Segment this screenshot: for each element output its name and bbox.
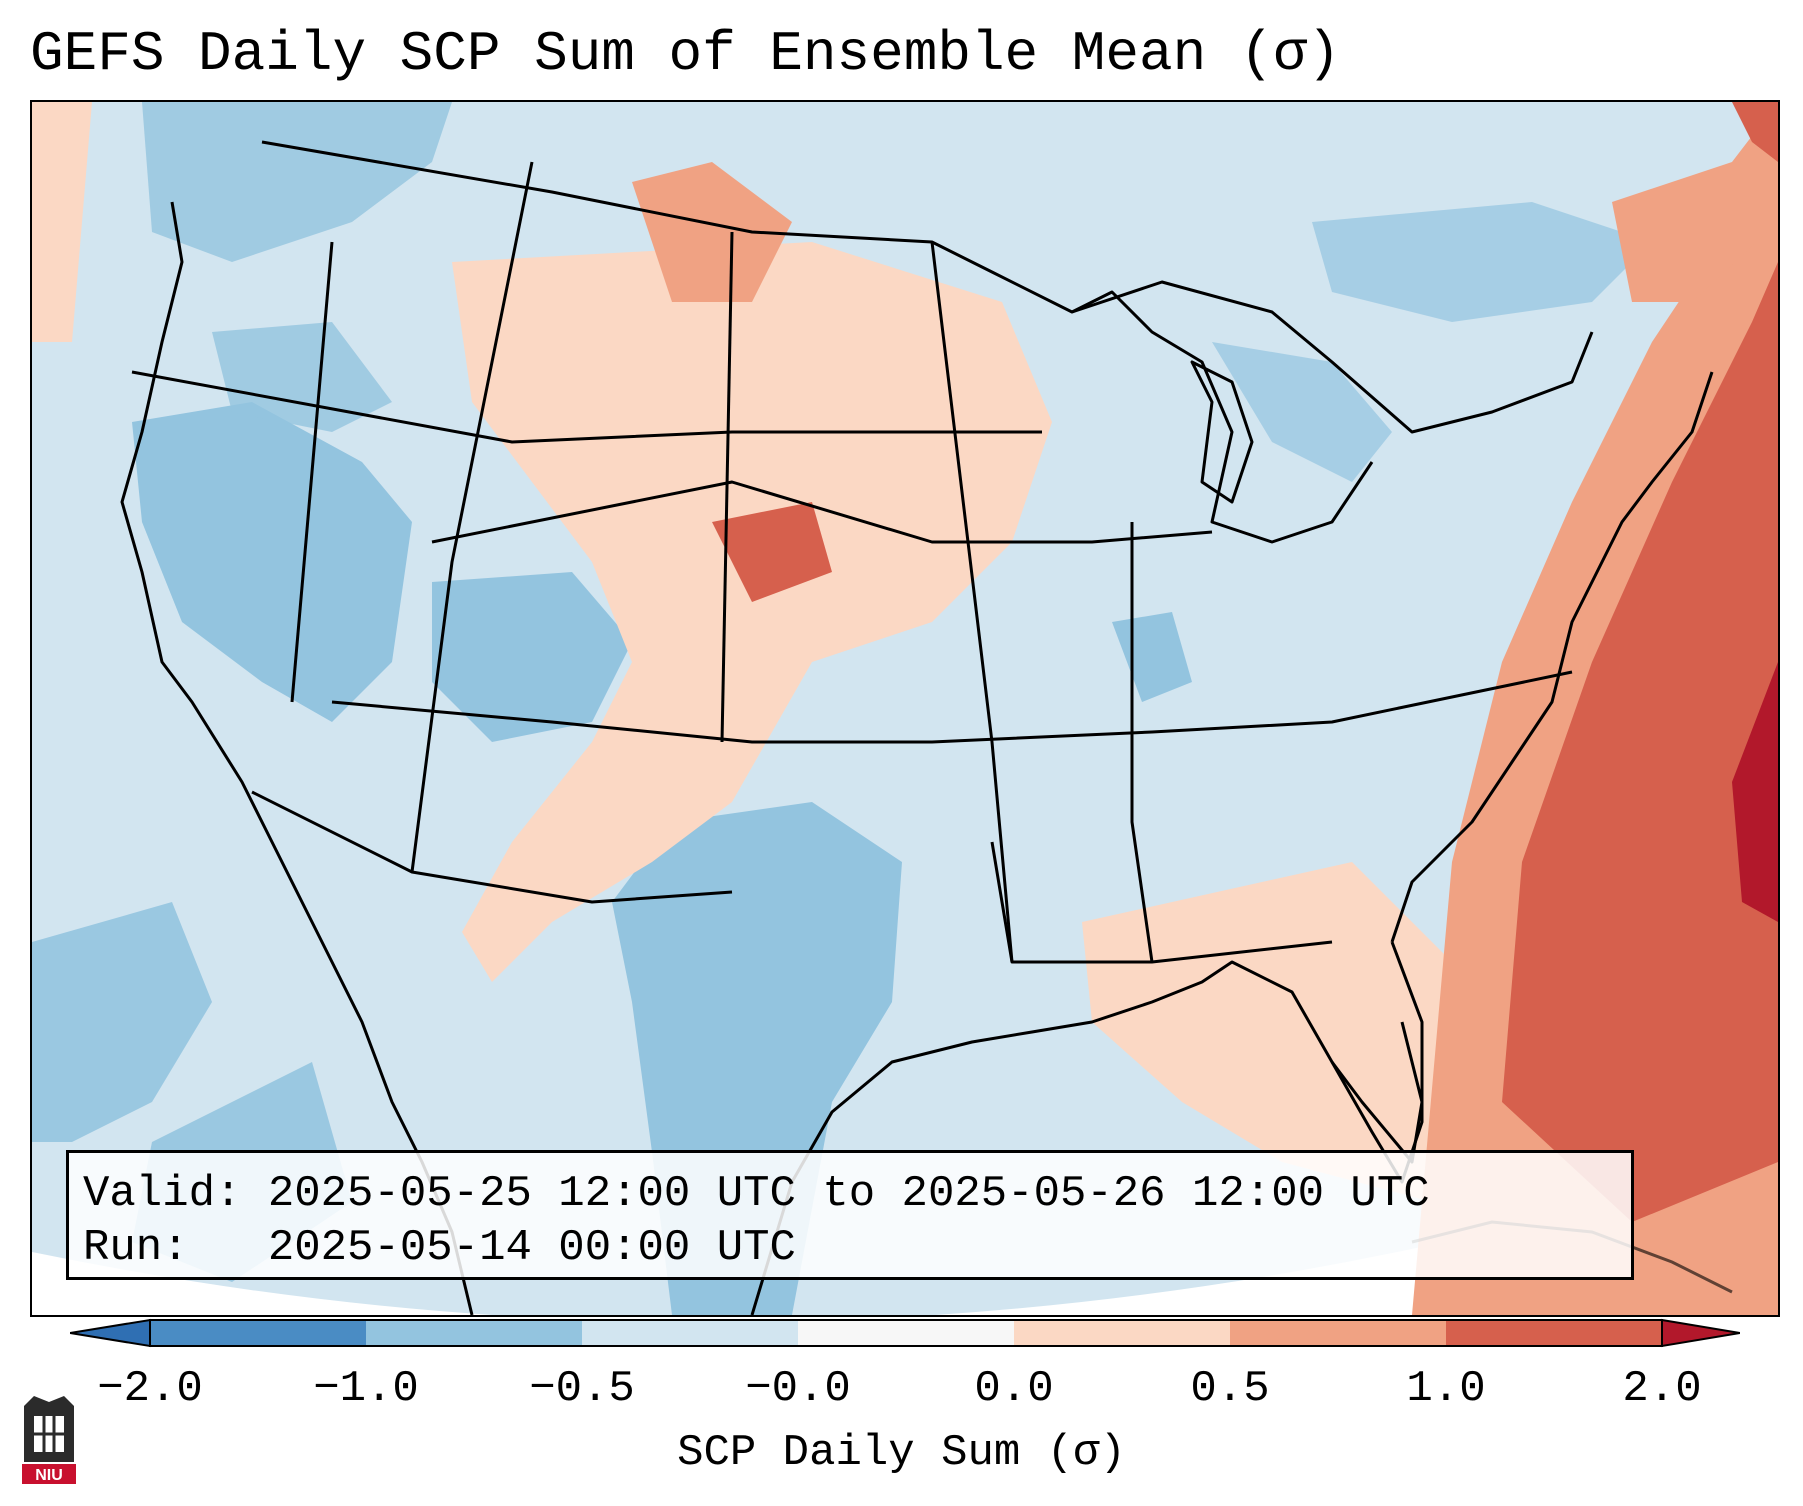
geographic-boundaries: [120, 140, 1714, 1315]
map-canvas[interactable]: [32, 102, 1778, 1315]
state-line-v4: [930, 241, 1014, 963]
atlantic-coastline: [1390, 371, 1714, 943]
pacific-sw-blue: [32, 902, 212, 1142]
colorbar-extend-min: [70, 1318, 151, 1348]
state-line-v3: [720, 231, 734, 743]
canada-border: [261, 140, 1594, 434]
valid-run-info-box: Valid: 2025-05-25 12:00 UTC to 2025-05-2…: [66, 1150, 1634, 1280]
colorbar-tick-label: −0.5: [529, 1364, 635, 1414]
new-england-salmon: [1612, 102, 1778, 302]
state-line-3: [331, 670, 1573, 744]
map-panel[interactable]: [30, 100, 1780, 1317]
colorbar-bin-7: [1446, 1320, 1662, 1346]
run-label: Run:: [83, 1223, 189, 1273]
colorbar-bin-2: [366, 1320, 582, 1346]
colorbar-tick-label: 2.0: [1622, 1364, 1702, 1414]
montana-salmon: [632, 162, 792, 302]
lake-michigan: [1190, 360, 1254, 504]
colorado-plateau-blue: [432, 572, 632, 742]
great-basin-blue: [132, 402, 412, 722]
quebec-blue: [1312, 202, 1652, 322]
state-line-v1: [290, 241, 334, 703]
colorbar-tick-label: −0.0: [745, 1364, 851, 1414]
valid-label: Valid:: [83, 1169, 242, 1219]
state-line-5: [990, 841, 1333, 964]
pacific-coastline: [120, 201, 474, 1315]
run-value: 2025-05-14 00:00 UTC: [267, 1223, 796, 1273]
colorbar-tick-label: 0.0: [974, 1364, 1054, 1414]
map-title: GEFS Daily SCP Sum of Ensemble Mean (σ): [30, 22, 1341, 86]
pacific-nw-blue: [142, 102, 452, 262]
colorbar-tick-label: 0.5: [1190, 1364, 1270, 1414]
colorbar-bin-3: [582, 1320, 798, 1346]
northern-plains-light: [452, 242, 1052, 982]
great-lakes: [1071, 290, 1374, 544]
state-line-1: [131, 370, 1042, 444]
state-line-v5: [1130, 522, 1154, 963]
colorbar-label: SCP Daily Sum (σ): [677, 1428, 1126, 1478]
colorbar-tick-label: 1.0: [1406, 1364, 1486, 1414]
ontario-blue: [1212, 342, 1392, 482]
colorbar-outline: [149, 1319, 1663, 1347]
colorbar-tick-label: −1.0: [313, 1364, 419, 1414]
colorbar: [70, 1318, 1740, 1348]
oregon-blue: [212, 322, 392, 432]
niu-logo: NIU: [22, 1396, 76, 1484]
nebraska-hotspot: [712, 502, 832, 602]
colorbar-extend-max: [1661, 1318, 1740, 1348]
colorbar-tick-label: −2.0: [97, 1364, 203, 1414]
atlantic-red: [1502, 262, 1778, 1222]
niu-logo-text: NIU: [35, 1467, 63, 1484]
valid-value: 2025-05-25 12:00 UTC to 2025-05-26 12:00…: [267, 1169, 1430, 1219]
west-corner-light: [32, 102, 92, 342]
state-line-v2: [410, 161, 534, 873]
colorbar-bin-1: [150, 1320, 366, 1346]
atlantic-darkred: [1732, 662, 1778, 922]
northeast-corner-red: [1732, 102, 1778, 162]
colorbar-bin-5: [1014, 1320, 1230, 1346]
state-line-4: [251, 790, 733, 904]
colorbar-bin-4: [798, 1320, 1014, 1346]
colorbar-bin-6: [1230, 1320, 1446, 1346]
